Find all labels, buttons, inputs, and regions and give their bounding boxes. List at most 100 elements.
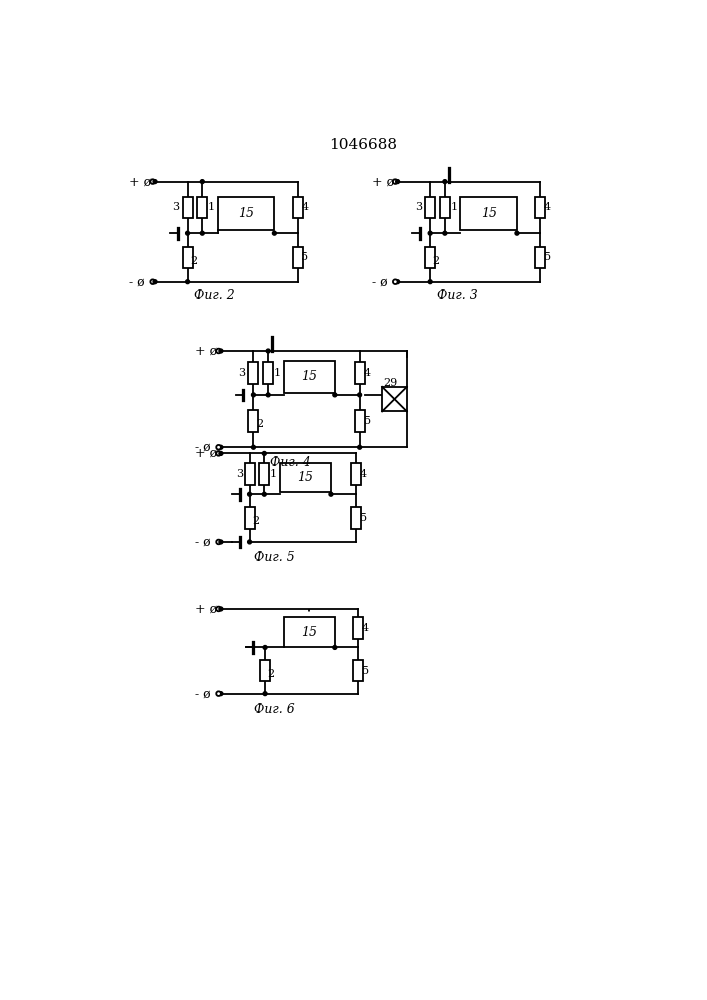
Text: + ø: + ø [195, 602, 218, 615]
Circle shape [186, 231, 189, 235]
Text: 1: 1 [208, 202, 215, 212]
Bar [535, 197, 545, 218]
Text: 15: 15 [301, 626, 317, 639]
Bar [355, 362, 365, 384]
Circle shape [219, 451, 223, 455]
Circle shape [272, 231, 276, 235]
Circle shape [200, 231, 204, 235]
Bar [535, 247, 545, 268]
Bar [280, 463, 331, 492]
Text: Фиг. 6: Фиг. 6 [254, 703, 295, 716]
Circle shape [333, 393, 337, 397]
Circle shape [262, 492, 267, 496]
Circle shape [151, 279, 155, 284]
Text: 29: 29 [383, 378, 397, 388]
Text: 3: 3 [414, 202, 422, 212]
Bar [284, 361, 335, 393]
Text: 15: 15 [301, 370, 317, 383]
Text: 2: 2 [252, 516, 259, 526]
Bar [440, 197, 450, 218]
Circle shape [219, 540, 223, 544]
Text: 2: 2 [256, 419, 263, 429]
Circle shape [219, 445, 223, 449]
Circle shape [396, 280, 399, 284]
Circle shape [443, 231, 447, 235]
Text: - ø: - ø [195, 687, 211, 700]
Bar [182, 247, 192, 268]
Bar [382, 387, 407, 411]
Text: - ø: - ø [195, 535, 211, 548]
Circle shape [247, 540, 252, 544]
Text: 5: 5 [363, 416, 370, 426]
Text: 1: 1 [274, 368, 281, 378]
Circle shape [393, 179, 397, 184]
Bar [245, 507, 255, 529]
Circle shape [263, 646, 267, 649]
Circle shape [393, 279, 397, 284]
Bar [351, 463, 361, 485]
Text: 4: 4 [360, 469, 367, 479]
Text: 3: 3 [172, 202, 179, 212]
Bar [284, 617, 335, 647]
Text: + ø: + ø [195, 344, 218, 358]
Bar [353, 660, 363, 681]
Bar [218, 197, 274, 230]
Circle shape [443, 180, 447, 184]
Bar [353, 617, 363, 639]
Text: 1: 1 [270, 469, 277, 479]
Text: 15: 15 [298, 471, 313, 484]
Bar [182, 197, 192, 218]
Circle shape [267, 349, 270, 353]
Text: 1046688: 1046688 [329, 138, 397, 152]
Circle shape [216, 445, 221, 450]
Text: Фиг. 5: Фиг. 5 [254, 551, 295, 564]
Text: 15: 15 [481, 207, 496, 220]
Text: 4: 4 [363, 368, 370, 378]
Circle shape [151, 179, 155, 184]
Text: 2: 2 [190, 256, 197, 266]
Text: 4: 4 [544, 202, 551, 212]
Text: 3: 3 [238, 368, 245, 378]
Text: 4: 4 [301, 202, 309, 212]
Text: 1: 1 [450, 202, 457, 212]
Circle shape [153, 180, 157, 184]
Bar [351, 507, 361, 529]
Bar [259, 463, 269, 485]
Text: Фиг. 3: Фиг. 3 [436, 289, 477, 302]
Text: + ø: + ø [195, 447, 218, 460]
Bar [260, 660, 270, 681]
Circle shape [263, 692, 267, 696]
Circle shape [252, 393, 255, 397]
Bar [425, 247, 436, 268]
Text: 5: 5 [301, 252, 309, 262]
Bar [197, 197, 207, 218]
Bar [248, 362, 259, 384]
Circle shape [200, 180, 204, 184]
Text: 5: 5 [362, 666, 369, 676]
Circle shape [153, 280, 157, 284]
Bar [293, 197, 303, 218]
Text: 5: 5 [544, 252, 551, 262]
Circle shape [216, 691, 221, 696]
Text: Фиг. 2: Фиг. 2 [194, 289, 235, 302]
Circle shape [515, 231, 519, 235]
Bar [355, 410, 365, 432]
Bar [263, 362, 273, 384]
Text: 4: 4 [362, 623, 369, 633]
Circle shape [329, 492, 333, 496]
Circle shape [216, 540, 221, 544]
Circle shape [216, 451, 221, 456]
Bar [293, 247, 303, 268]
Circle shape [358, 393, 361, 397]
Text: 3: 3 [235, 469, 243, 479]
Circle shape [252, 445, 255, 449]
Text: - ø: - ø [195, 441, 211, 454]
Circle shape [219, 692, 223, 696]
Circle shape [428, 280, 432, 284]
Bar [460, 197, 517, 230]
Bar [245, 463, 255, 485]
Text: 2: 2 [267, 669, 274, 679]
Circle shape [219, 349, 223, 353]
Circle shape [216, 607, 221, 611]
Circle shape [186, 280, 189, 284]
